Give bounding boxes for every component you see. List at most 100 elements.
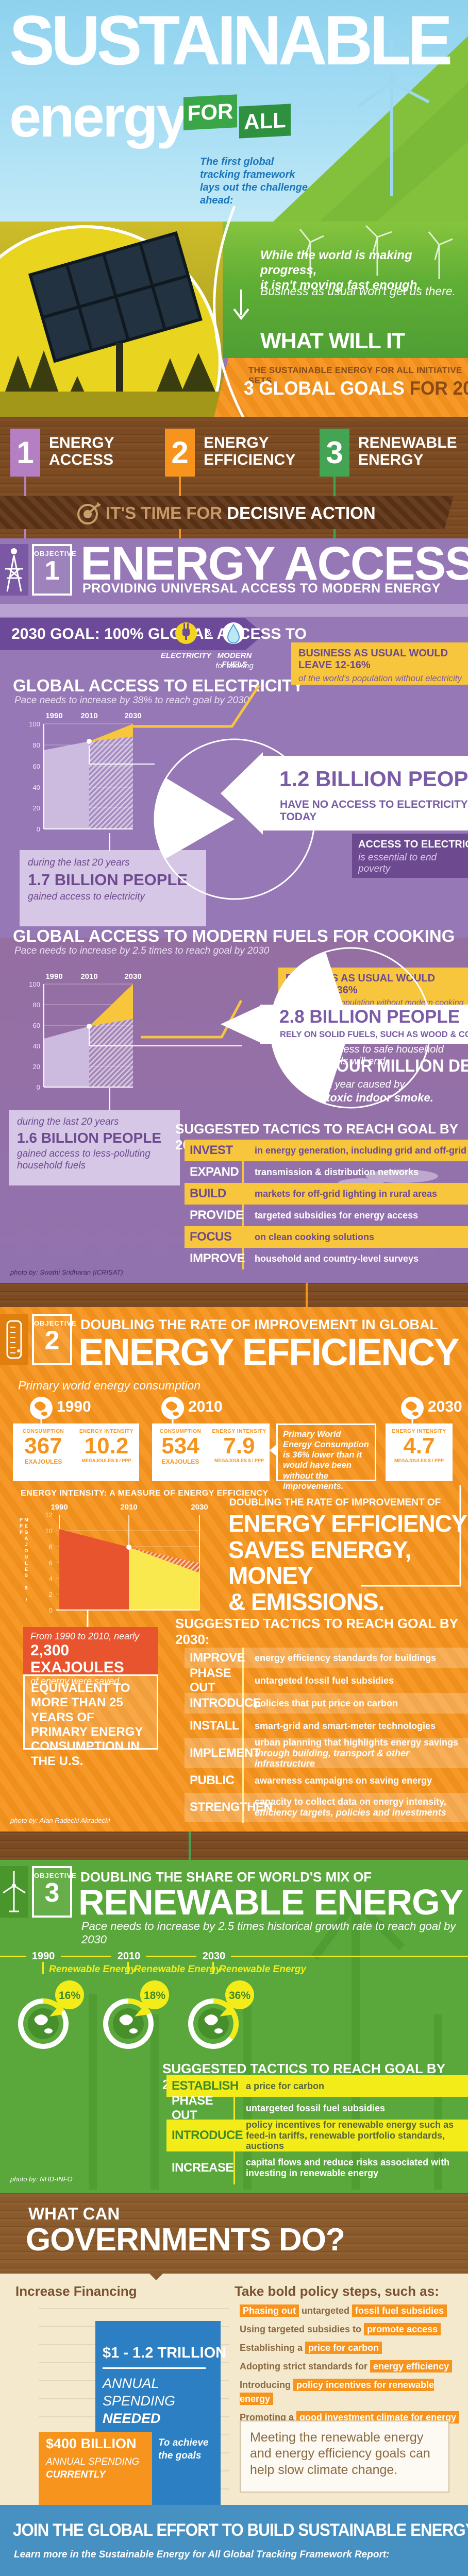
needed-l3: NEEDED: [103, 2411, 161, 2426]
climate-note: Meeting the renewable energy and energy …: [240, 2420, 449, 2493]
cooking-dot-connector: [89, 1029, 242, 1046]
ampersand: &: [205, 628, 212, 638]
flag-for: FOR: [183, 94, 237, 130]
tactic-label: EXPAND: [190, 1165, 239, 1179]
electricity-stat-rest: HAVE NO ACCESS TO ELECTRICITY TODAY: [280, 799, 468, 823]
cooking-stat-banner: [260, 1005, 468, 1044]
goals-banner-brown: FOR 2030: [409, 378, 468, 399]
intensity-chart-ylabel: MEGAJOULES $ / PPP: [19, 1517, 29, 1604]
deaths-mid: a year caused by: [326, 1079, 405, 1090]
objective1-badge-number: 1: [44, 556, 60, 586]
tactics-divider: [242, 1140, 244, 1269]
tactic-label: FOCUS: [190, 1230, 232, 1244]
deaths-big: FOUR MILLION DEATHS: [326, 1056, 468, 1076]
footer-sub: Learn more in the Sustainable Energy for…: [14, 2549, 390, 2560]
goal3-number: 3: [320, 429, 349, 477]
timeline-tick: [212, 1962, 214, 1974]
goal2-number: 2: [165, 429, 195, 477]
efficiency-saves-big: ENERGY EFFICIENCY SAVES ENERGY, MONEY & …: [228, 1511, 468, 1615]
tactic-label: IMPLEMENT: [190, 1746, 260, 1760]
tactic-desc: energy efficiency standards for building…: [255, 1652, 437, 1663]
electricity-chart-subtitle: Pace needs to increase by 38% to reach g…: [14, 695, 249, 706]
tactic-desc2: feed-in tariffs, renewable portfolio sta…: [246, 2130, 445, 2151]
tactic-desc: household and country-level surveys: [255, 1253, 419, 1264]
saves-line3: & EMISSIONS.: [228, 1588, 385, 1615]
policy-step: Establishing a price for carbon: [240, 2341, 464, 2355]
intensity-label: ENERGY INTENSITY: [79, 1429, 134, 1434]
policy-plain: untargeted: [302, 2306, 350, 2316]
globe-icons: [30, 1397, 424, 1424]
current-l2: CURRENTLY: [46, 2469, 106, 2480]
globe-2010-icon: [161, 1397, 184, 1424]
re-label-1990: Renewable Energy: [49, 1964, 136, 1975]
objective2-title-pre: DOUBLING THE RATE OF IMPROVEMENT IN GLOB…: [80, 1317, 438, 1332]
objective1-title: ENERGY ACCESS: [80, 537, 468, 590]
consumption-label: CONSUMPTION: [22, 1429, 64, 1434]
tactic-desc2: investing in renewable energy: [246, 2168, 379, 2178]
intensity-unit: MEGAJOULES $ / PPP: [394, 1458, 444, 1464]
needed-rule: [103, 2367, 206, 2369]
objective2-tactics-heading: SUGGESTED TACTICS TO REACH GOAL BY 2030:: [175, 1616, 458, 1647]
objective1-badge: OBJECTIVE 1: [32, 544, 76, 596]
electricity-stat-big: 1.2 BILLION PEOPLE: [279, 767, 468, 791]
svg-text:1990: 1990: [45, 972, 62, 981]
target-icon: [77, 502, 101, 524]
timeline-tick: [42, 1962, 44, 1974]
stats-1990-box: CONSUMPTION 367 EXAJOULES ENERGY INTENSI…: [13, 1423, 139, 1481]
timeline-segment: [231, 1956, 468, 1957]
objective3-badge: OBJECTIVE 3: [32, 1866, 76, 1918]
year-2010: 2010: [188, 1398, 223, 1415]
aside-bold: ACCESS TO ELECTRICITY: [358, 839, 468, 850]
electricity-banner-arrow: [221, 752, 263, 835]
green-hill: [273, 36, 468, 222]
policy-highlight: Phasing out: [240, 2304, 299, 2317]
policy-step: Introducing policy incentives for renewa…: [240, 2378, 464, 2406]
objective2-icon-box: [0, 1314, 28, 1365]
electricity-callout-rest: of the world's population without electr…: [298, 673, 462, 683]
divider2: [0, 1832, 468, 1860]
goal1-number: 1: [10, 429, 40, 477]
progress-line2: Business as usual won't get us there.: [260, 284, 456, 298]
svg-text:40: 40: [33, 1042, 40, 1050]
svg-text:2: 2: [49, 1590, 53, 1598]
policy-steps: Phasing out untargeted fossil fuel subsi…: [240, 2304, 464, 2429]
policy-plain: Introducing: [240, 2380, 291, 2390]
svg-text:12: 12: [45, 1511, 53, 1519]
tactic-desc: capital flows and reduce risks associate…: [246, 2157, 450, 2168]
policy-step: Phasing out untargeted fossil fuel subsi…: [240, 2304, 464, 2318]
consumption-unit: EXAJOULES: [24, 1458, 62, 1466]
cooking-banner-arrow: [221, 1005, 263, 1044]
svg-text:20: 20: [33, 804, 40, 812]
svg-text:20: 20: [33, 1063, 40, 1071]
note2-pre: during the last 20 years: [17, 1116, 119, 1127]
timeline-segment: [61, 1956, 111, 1957]
policy-step: Adopting strict standards for energy eff…: [240, 2360, 464, 2374]
objective3-subtitle: Pace needs to increase by 2.5 times hist…: [81, 1920, 456, 1946]
policy-highlight: energy efficiency: [370, 2360, 453, 2372]
electricity-pie-wedge: [155, 778, 235, 859]
tactic-label: BUILD: [190, 1187, 226, 1200]
goals-banner-headline: 3 GLOBAL GOALS FOR 2030: [244, 378, 468, 399]
cooking-stat-rest: RELY ON SOLID FUELS, SUCH AS WOOD & COAL…: [280, 1030, 468, 1039]
box-to-text-connector: [361, 1485, 461, 1587]
svg-text:2030: 2030: [191, 1503, 208, 1512]
current-value: $400 BILLION: [46, 2436, 137, 2451]
electricity-dot-connector: [89, 745, 155, 765]
needed-l1: ANNUAL: [103, 2376, 159, 2391]
svg-text:8: 8: [49, 1543, 53, 1551]
energy-saved-box: From 1990 to 2010, nearly 2,300 EXAJOULE…: [23, 1627, 158, 1686]
achieve-note: To achieve the goals: [158, 2437, 209, 2461]
electricity-label: ELECTRICITY: [160, 651, 212, 660]
cooking-access-chart: 1990 2010 2030 100 80 60 40 20 0: [29, 972, 141, 1091]
tactics-divider: [242, 1648, 244, 1823]
tactic-desc: on clean cooking solutions: [255, 1231, 375, 1242]
stats-2010-box: CONSUMPTION 534 EXAJOULES ENERGY INTENSI…: [152, 1423, 270, 1481]
objective2-badge-label: OBJECTIVE: [34, 1319, 77, 1327]
svg-text:0: 0: [37, 1083, 40, 1091]
intensity-value: 7.9: [223, 1433, 255, 1459]
tactic-label: INVEST: [190, 1143, 233, 1157]
consumption-label: CONSUMPTION: [159, 1429, 202, 1434]
saves-line2: SAVES ENERGY, MONEY: [228, 1536, 411, 1589]
saved-big: 2,300 EXAJOULES: [30, 1642, 124, 1676]
tactic-desc: markets for off-grid lighting in rural a…: [255, 1188, 438, 1199]
